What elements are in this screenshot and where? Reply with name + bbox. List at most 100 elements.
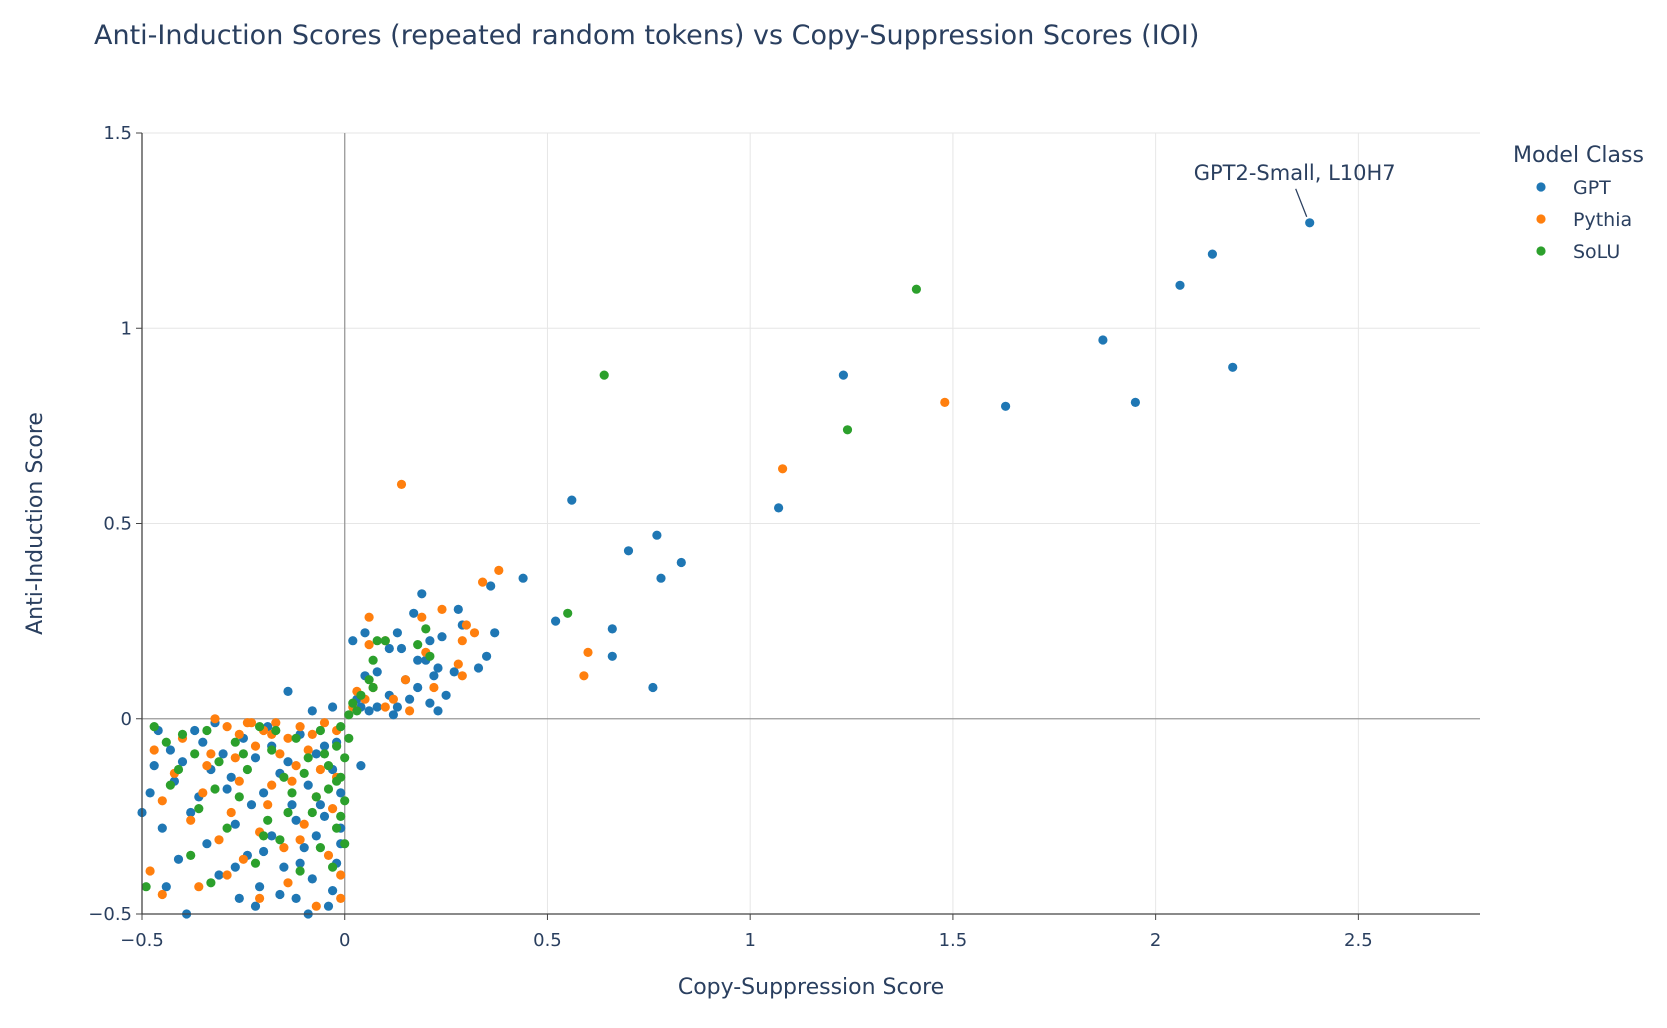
data-point-pythia xyxy=(157,889,167,900)
data-points xyxy=(137,218,1315,919)
data-point-gpt xyxy=(222,784,232,794)
data-point-solu xyxy=(356,690,366,700)
data-point-pythia xyxy=(202,761,212,771)
data-point-gpt xyxy=(656,573,666,583)
data-point-gpt xyxy=(336,788,346,798)
data-point-solu xyxy=(291,733,301,743)
legend-title: Model Class xyxy=(1513,143,1644,168)
data-point-pythia xyxy=(307,729,317,740)
x-axis-title: Copy-Suppression Score xyxy=(678,975,944,1000)
data-point-gpt xyxy=(186,807,196,818)
data-point-pythia xyxy=(263,800,273,810)
data-point-solu xyxy=(283,807,293,818)
data-point-gpt xyxy=(319,741,330,751)
data-point-gpt xyxy=(437,632,447,642)
data-point-gpt xyxy=(453,604,463,615)
data-point-gpt xyxy=(283,686,293,697)
data-point-solu xyxy=(177,729,188,740)
data-point-gpt xyxy=(311,831,321,841)
zero-lines xyxy=(142,133,1480,914)
data-point-gpt xyxy=(279,862,289,872)
data-point-solu xyxy=(368,682,378,693)
data-point-gpt xyxy=(267,831,277,841)
data-point-gpt xyxy=(1305,218,1315,228)
data-point-pythia xyxy=(336,870,346,880)
data-point-gpt xyxy=(275,889,285,900)
data-point-solu xyxy=(340,796,350,806)
data-point-pythia xyxy=(336,893,346,904)
data-point-pythia xyxy=(271,718,281,728)
data-point-pythia xyxy=(234,776,244,786)
data-point-solu xyxy=(210,784,220,794)
data-point-solu xyxy=(372,636,382,646)
data-point-solu xyxy=(413,640,423,650)
data-point-gpt xyxy=(1207,249,1217,259)
data-point-pythia xyxy=(222,722,232,732)
x-tick-label: 2 xyxy=(1150,930,1161,951)
data-point-solu xyxy=(336,811,346,822)
y-tick-label: 1 xyxy=(121,318,132,339)
data-point-gpt xyxy=(429,671,439,681)
data-point-pythia xyxy=(255,893,265,904)
data-point-solu xyxy=(279,772,289,782)
data-point-gpt xyxy=(372,667,382,677)
data-point-solu xyxy=(250,858,261,868)
data-point-pythia xyxy=(210,714,220,724)
data-point-solu xyxy=(307,807,317,818)
legend-label-solu: SoLU xyxy=(1573,241,1620,263)
data-point-pythia xyxy=(315,764,325,775)
data-point-pythia xyxy=(583,647,593,658)
data-point-solu xyxy=(344,710,354,720)
data-point-gpt xyxy=(214,870,224,880)
x-tick-label: 1.5 xyxy=(939,930,968,951)
data-point-pythia xyxy=(400,675,411,685)
y-tick-label: 1.5 xyxy=(103,123,132,144)
data-point-solu xyxy=(364,675,374,685)
data-point-gpt xyxy=(607,624,617,634)
data-point-gpt xyxy=(319,811,330,822)
data-point-pythia xyxy=(457,671,467,681)
data-point-pythia xyxy=(157,796,167,806)
x-tick-label: 0 xyxy=(339,930,350,951)
data-point-gpt xyxy=(433,663,443,673)
data-point-solu xyxy=(259,831,269,841)
data-point-pythia xyxy=(226,807,236,818)
data-point-pythia xyxy=(267,780,277,790)
data-point-solu xyxy=(299,768,309,779)
data-point-gpt xyxy=(328,702,338,712)
data-point-gpt xyxy=(441,690,451,700)
data-point-gpt xyxy=(307,706,317,716)
y-tick-label: 0.5 xyxy=(103,514,132,535)
data-point-gpt xyxy=(198,737,208,747)
data-point-solu xyxy=(161,737,171,747)
data-point-solu xyxy=(315,725,325,736)
data-point-solu xyxy=(599,370,609,380)
data-point-gpt xyxy=(218,749,228,759)
data-point-gpt xyxy=(413,682,423,693)
data-point-gpt xyxy=(283,757,293,767)
data-point-gpt xyxy=(202,839,212,849)
data-point-pythia xyxy=(206,749,216,759)
data-point-pythia xyxy=(295,835,305,845)
data-point-solu xyxy=(842,425,853,435)
data-point-gpt xyxy=(388,710,398,720)
data-point-solu xyxy=(340,839,350,849)
data-point-gpt xyxy=(311,749,321,759)
data-point-gpt xyxy=(392,628,402,638)
x-tick-label: 2.5 xyxy=(1344,930,1373,951)
data-point-pythia xyxy=(778,464,788,474)
data-point-pythia xyxy=(186,815,196,825)
data-point-gpt xyxy=(551,616,561,626)
data-point-gpt xyxy=(433,706,443,716)
data-point-gpt xyxy=(173,854,184,864)
data-point-solu xyxy=(234,792,244,802)
legend-marker-solu xyxy=(1536,246,1546,256)
data-point-pythia xyxy=(478,577,488,587)
data-point-solu xyxy=(165,780,175,790)
data-point-solu xyxy=(332,776,342,786)
series-gpt xyxy=(137,218,1315,919)
data-point-solu xyxy=(352,706,362,716)
data-point-solu xyxy=(323,761,334,771)
data-point-solu xyxy=(332,741,342,751)
data-point-solu xyxy=(319,749,330,759)
